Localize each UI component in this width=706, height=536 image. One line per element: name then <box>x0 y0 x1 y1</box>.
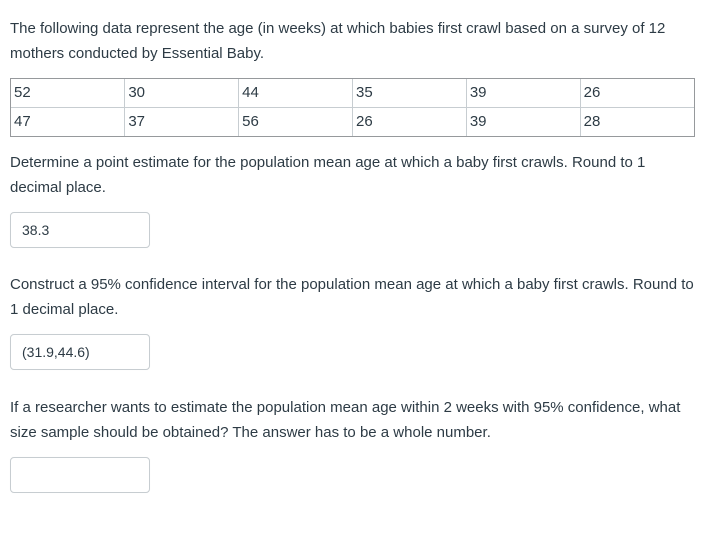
question-1-prompt: Determine a point estimate for the popul… <box>10 154 646 196</box>
table-cell: 52 <box>14 84 31 101</box>
question-2-prompt: Construct a 95% confidence interval for … <box>10 276 694 318</box>
point-estimate-answer-input[interactable] <box>10 212 150 248</box>
table-cell: 28 <box>579 107 694 136</box>
sample-size-answer-input[interactable] <box>10 457 150 493</box>
table-cell: 26 <box>351 107 467 136</box>
question-3-prompt: If a researcher wants to estimate the po… <box>10 399 681 441</box>
table-cell: 37 <box>124 107 239 136</box>
table-cell: 30 <box>124 79 239 108</box>
table-cell: 39 <box>465 107 581 136</box>
table-cell: 44 <box>238 79 353 108</box>
table-cell: 39 <box>465 79 581 108</box>
table-cell: 26 <box>579 79 694 108</box>
table-row: 47 37 56 26 39 28 <box>11 107 694 136</box>
table-row: 52 30 44 35 39 26 <box>11 79 694 108</box>
table-cell: 35 <box>351 79 467 108</box>
question-block-confidence-interval: Construct a 95% confidence interval for … <box>10 272 696 370</box>
table-cell: 47 <box>11 107 125 136</box>
age-data-table: 52 30 44 35 39 26 47 37 56 26 39 28 <box>10 78 695 137</box>
question-block-sample-size: If a researcher wants to estimate the po… <box>10 395 696 493</box>
table-cell: 56 <box>238 107 353 136</box>
question-block-point-estimate: Determine a point estimate for the popul… <box>10 150 696 248</box>
confidence-interval-answer-input[interactable] <box>10 334 150 370</box>
intro-text: The following data represent the age (in… <box>10 20 666 62</box>
